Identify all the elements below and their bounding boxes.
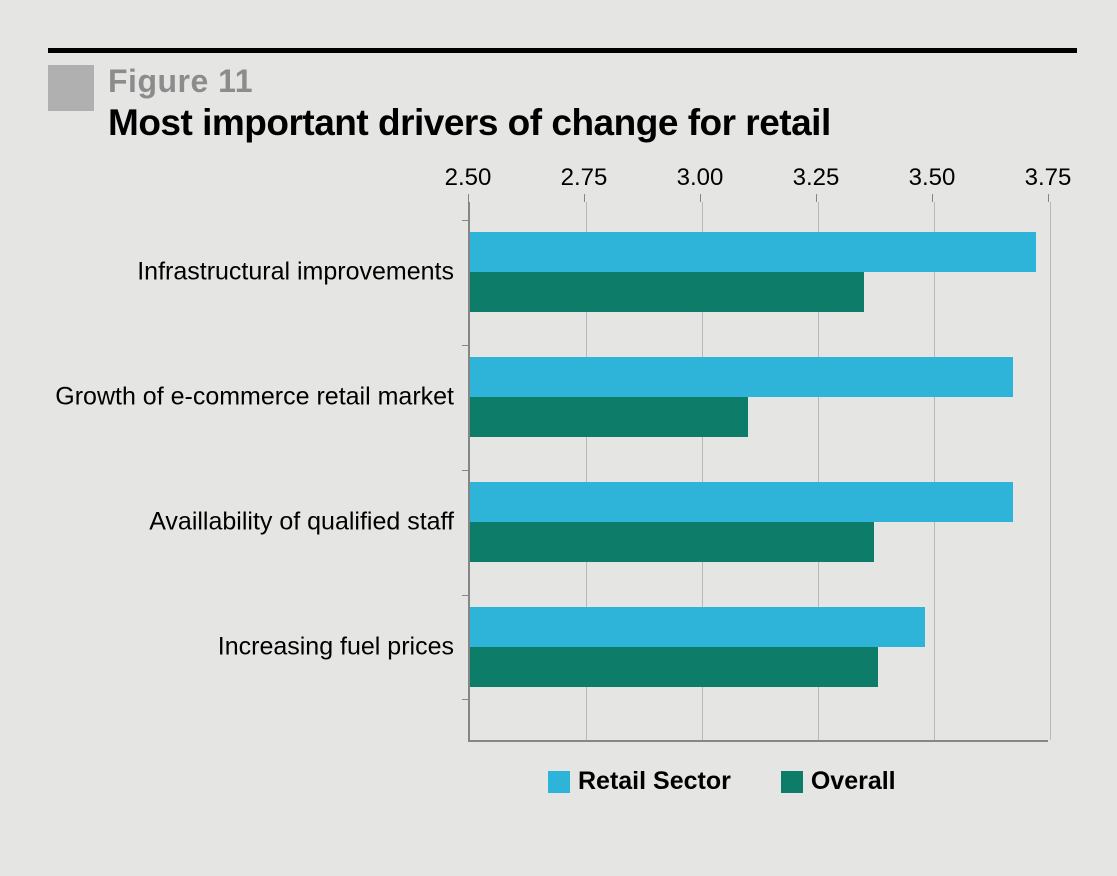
legend-item-retail: Retail Sector [548, 767, 731, 796]
plot-area [468, 202, 1048, 742]
legend-label-overall: Overall [811, 767, 896, 796]
y-tick [462, 220, 470, 221]
x-tick-label: 2.75 [561, 164, 608, 192]
x-tick-mark [468, 194, 469, 202]
grid-line [934, 202, 935, 740]
y-tick [462, 699, 470, 700]
bar-overall [470, 272, 864, 312]
bar-retail [470, 232, 1036, 272]
y-tick [462, 470, 470, 471]
figure-container: Figure 11 Most important drivers of chan… [0, 0, 1117, 842]
chart: 2.50 2.75 3.00 3.25 3.50 3.75 Infrastructural… [48, 162, 1077, 802]
bar-retail [470, 357, 1013, 397]
y-tick [462, 345, 470, 346]
x-tick-label: 3.25 [793, 164, 840, 192]
header-row: Figure 11 Most important drivers of chan… [48, 63, 1077, 144]
category-label: Infrastructural improvements [48, 258, 454, 286]
bar-retail [470, 607, 925, 647]
titles: Figure 11 Most important drivers of chan… [108, 63, 831, 144]
x-tick-mark [584, 194, 585, 202]
x-tick-label: 3.50 [909, 164, 956, 192]
category-label: Increasing fuel prices [48, 633, 454, 661]
legend: Retail Sector Overall [548, 767, 896, 796]
bar-retail [470, 482, 1013, 522]
bar-overall [470, 397, 748, 437]
category-label: Growth of e-commerce retail market [48, 383, 454, 411]
figure-label: Figure 11 [108, 63, 831, 100]
bar-overall [470, 522, 874, 562]
bar-overall [470, 647, 878, 687]
x-tick-mark [700, 194, 701, 202]
grid-line [1050, 202, 1051, 740]
x-tick-label: 2.50 [445, 164, 492, 192]
legend-label-retail: Retail Sector [578, 767, 731, 796]
legend-item-overall: Overall [781, 767, 896, 796]
header-square-icon [48, 65, 94, 111]
x-tick-mark [816, 194, 817, 202]
x-tick-mark [932, 194, 933, 202]
legend-swatch-retail [548, 771, 570, 793]
y-tick [462, 595, 470, 596]
legend-swatch-overall [781, 771, 803, 793]
figure-title: Most important drivers of change for ret… [108, 102, 831, 144]
category-label: Availlability of qualified staff [48, 508, 454, 536]
x-tick-label: 3.00 [677, 164, 724, 192]
x-tick-label: 3.75 [1025, 164, 1072, 192]
top-rule [48, 48, 1077, 53]
x-tick-mark [1048, 194, 1049, 202]
